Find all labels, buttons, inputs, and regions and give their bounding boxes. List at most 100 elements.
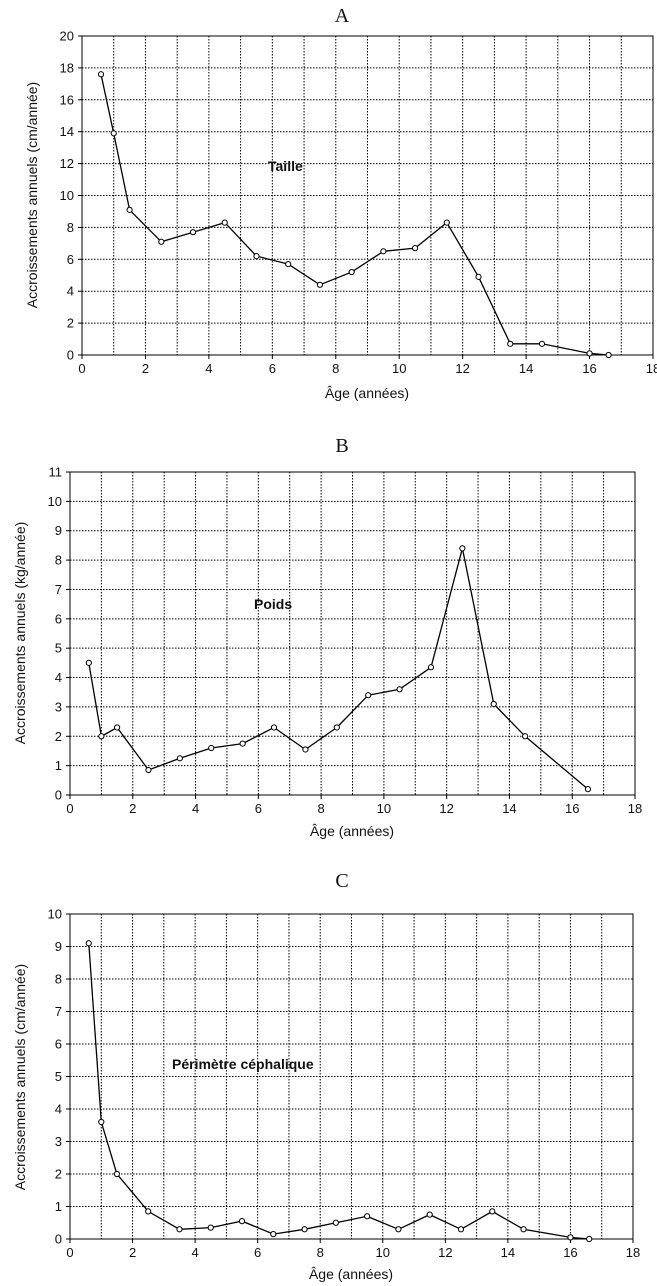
panel-c-x-tick-label: 0	[66, 1245, 73, 1260]
panel-c-data-point	[457, 1226, 465, 1233]
panel-b-data-point	[490, 700, 497, 708]
panel-b-annotation: Poids	[254, 596, 292, 612]
panel-b-y-tick-label: 10	[48, 494, 62, 509]
panel-b-y-tick-label: 3	[55, 699, 62, 714]
panel-a-data-point	[316, 281, 324, 288]
panel-b-y-tick-label: 8	[55, 553, 62, 568]
panel-c-data-point	[301, 1226, 308, 1233]
panel-b-letter: B	[335, 435, 348, 457]
panel-b-y-tick-label: 5	[55, 641, 62, 656]
panel-c-y-tick-label: 8	[55, 972, 62, 987]
panel-c-x-tick-label: 2	[129, 1245, 136, 1260]
panel-a-data-point	[189, 229, 197, 236]
panel-c-y-tick-label: 1	[55, 1199, 62, 1214]
panel-c-x-tick-label: 10	[376, 1245, 390, 1260]
panel-a-xlabel: Âge (années)	[325, 385, 409, 401]
panel-c-y-tick-label: 4	[55, 1102, 62, 1117]
panel-b-y-tick-label: 1	[55, 758, 62, 773]
panel-a: A 0 2 4 6 8 10 12 14 16 18 0 2 4 6 8 10 12 14 16 18 20 Taill…	[24, 5, 657, 401]
panel-c-data-point	[395, 1226, 402, 1233]
panel-c-x-tick-label: 18	[626, 1245, 640, 1260]
panel-c-series-line	[88, 943, 590, 1240]
panel-c-y-tick-label: 7	[55, 1004, 62, 1019]
panel-b-x-tick-label: 4	[192, 801, 199, 816]
panel-c-data-point	[98, 1118, 105, 1126]
panel-b-ylabel: Accroissements annuels (kg/année)	[12, 522, 28, 745]
panel-b-x-tick-label: 14	[502, 801, 516, 816]
panel-b-y-tick-label: 4	[55, 670, 62, 685]
panel-c-x-tick-label: 16	[563, 1245, 577, 1260]
panel-a-data-point	[475, 273, 482, 280]
panel-c-x-tick-label: 6	[254, 1245, 261, 1260]
panel-b-data-point	[270, 724, 278, 731]
panel-b-y-tick-label: 6	[55, 611, 62, 626]
panel-a-ylabel: Accroissements annuels (cm/année)	[24, 82, 40, 308]
panel-b-data-point	[145, 766, 152, 774]
panel-b-data-point	[427, 664, 435, 671]
panel-a-y-tick-label: 2	[67, 316, 74, 331]
panel-a-data-point	[443, 219, 450, 226]
panel-a-data-point	[538, 340, 546, 347]
panel-b-series-line	[88, 548, 589, 790]
panel-c-data-point	[207, 1224, 214, 1231]
panel-c-data-point	[586, 1235, 593, 1243]
panel-a-letter: A	[335, 5, 350, 27]
panel-b-x-tick-label: 6	[255, 801, 262, 816]
panel-a-y-tick-label: 14	[60, 124, 74, 139]
panel-b-plot-frame	[69, 471, 636, 796]
panel-a-data-point	[285, 260, 292, 268]
panel-b-y-tick-label: 9	[55, 523, 62, 538]
panel-a-y-tick-label: 18	[60, 60, 74, 75]
panel-a-x-tick-label: 4	[205, 361, 212, 376]
panel-b-x-tick-label: 16	[565, 801, 579, 816]
panel-a-x-tick-label: 16	[582, 361, 596, 376]
panel-a-x-tick-label: 18	[646, 361, 657, 376]
panel-a-data-point	[126, 206, 133, 213]
panel-a-y-tick-label: 8	[67, 220, 74, 235]
panel-b-y-tick-label: 0	[55, 788, 62, 803]
panel-c-data-point	[520, 1226, 527, 1233]
panel-c-x-tick-label: 4	[191, 1245, 198, 1260]
panel-a-x-tick-label: 0	[78, 361, 85, 376]
panel-c-data-point	[176, 1226, 183, 1233]
panel-c-x-tick-label: 8	[317, 1245, 324, 1260]
panel-b-data-point	[333, 724, 340, 731]
panel-a-data-point	[380, 248, 387, 255]
panel-a-data-point	[348, 268, 355, 276]
panel-b-x-tick-label: 8	[317, 801, 324, 816]
panel-c-data-point	[332, 1219, 339, 1226]
panel-a-data-point	[110, 130, 117, 137]
panel-a-x-tick-label: 6	[269, 361, 276, 376]
panel-c-data-point	[567, 1234, 574, 1241]
panel-a-y-tick-label: 20	[60, 29, 74, 44]
panel-b-data-point	[113, 724, 121, 731]
panel-a-x-tick-label: 12	[455, 361, 469, 376]
panel-a-y-tick-label: 4	[67, 284, 74, 299]
panel-a-annotation: Taille	[268, 158, 303, 174]
panel-b-data-point	[239, 740, 246, 747]
panel-c-data-point	[85, 940, 92, 947]
panel-b-x-tick-label: 10	[377, 801, 391, 816]
panel-a-data-point	[605, 351, 612, 359]
panel-b-x-tick-label: 12	[439, 801, 453, 816]
panel-c-data-point	[364, 1213, 371, 1220]
panel-c-xlabel: Âge (années)	[309, 1266, 393, 1282]
panel-c-y-tick-label: 9	[55, 939, 62, 954]
panel-a-data-point	[158, 238, 165, 245]
panel-b-data-point	[396, 686, 403, 693]
panel-c-annotation: Périmètre céphalique	[172, 1056, 314, 1072]
panel-b-x-tick-label: 0	[66, 801, 73, 816]
panel-c-y-tick-label: 5	[55, 1069, 62, 1084]
panel-a-y-tick-label: 16	[60, 92, 74, 107]
panel-a-series-line	[100, 74, 609, 356]
panel-b-y-tick-label: 7	[55, 582, 62, 597]
panel-b-data-point	[98, 733, 105, 740]
panel-a-y-tick-label: 0	[67, 348, 74, 363]
panel-b-data-point	[208, 744, 215, 752]
panel-c-y-tick-label: 3	[55, 1134, 62, 1149]
panel-b-x-tick-label: 2	[129, 801, 136, 816]
panel-c-y-tick-label: 6	[55, 1037, 62, 1052]
panel-c-data-point	[270, 1231, 277, 1238]
